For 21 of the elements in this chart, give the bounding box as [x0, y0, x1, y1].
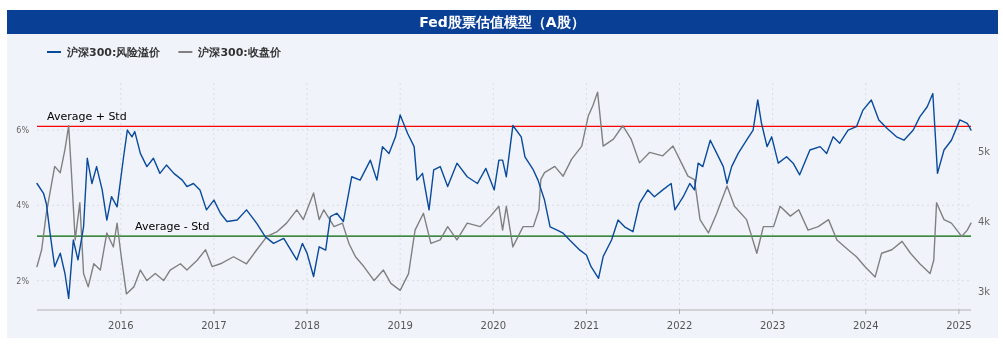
x-tick-label: 2018 [294, 320, 320, 331]
chart-title: Fed股票估值模型（A股） [419, 14, 585, 30]
y2-tick-label: 3k [978, 286, 991, 298]
x-tick-label: 2023 [759, 320, 786, 331]
ref-line-label: Average + Std [47, 110, 127, 124]
y2-tick-label: 5k [978, 145, 991, 157]
x-tick-label: 2020 [480, 320, 507, 331]
x-tick-label: 2017 [201, 320, 227, 331]
ref-line-label: Average - Std [135, 220, 210, 234]
legend-label: 沪深300:收盘价 [197, 46, 282, 59]
y2-tick-label: 4k [978, 216, 991, 228]
x-tick-label: 2021 [573, 320, 600, 331]
y-tick-label: 6% [16, 126, 30, 136]
x-tick-label: 2016 [108, 320, 134, 331]
x-tick-label: 2025 [946, 320, 972, 331]
x-tick-label: 2022 [666, 320, 693, 331]
legend-label: 沪深300:风险溢价 [66, 46, 162, 59]
x-tick-label: 2024 [853, 320, 879, 331]
x-tick-label: 2019 [387, 320, 413, 331]
y-tick-label: 4% [16, 201, 30, 211]
y-tick-label: 2% [16, 276, 30, 286]
